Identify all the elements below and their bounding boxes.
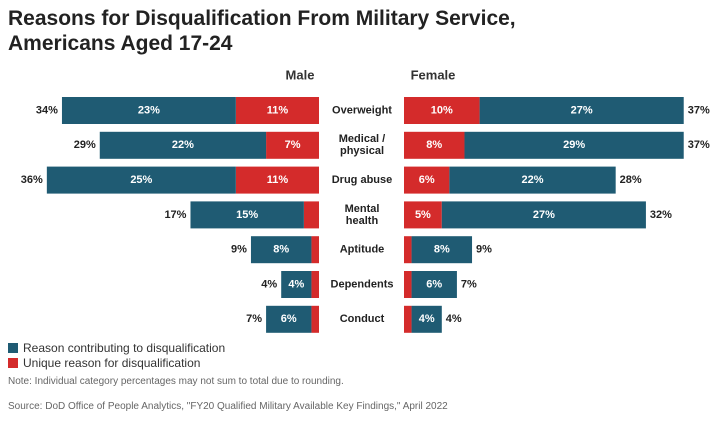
data-label-female-total: 28%	[620, 174, 642, 186]
data-label-male-total: 7%	[246, 313, 262, 325]
data-label-male-total: 29%	[74, 139, 96, 151]
category-label: Conduct	[340, 313, 385, 325]
category-label: Drug abuse	[332, 174, 393, 186]
data-label-female-contributing: 6%	[426, 278, 442, 290]
category-label: health	[346, 215, 379, 227]
bar-male-contributing	[281, 271, 312, 298]
bar-male-contributing	[190, 201, 304, 229]
bar-female-contributing	[411, 236, 473, 264]
data-label-female-contributing: 29%	[563, 139, 585, 151]
data-label-male-unique: 7%	[285, 139, 301, 151]
bar-female-unique	[404, 97, 480, 124]
data-label-female-total: 37%	[688, 104, 710, 116]
bar-male-unique	[311, 271, 319, 298]
data-label-female-unique: 6%	[419, 174, 435, 186]
data-label-male-contributing: 4%	[288, 278, 304, 290]
source: Source: DoD Office of People Analytics, …	[8, 401, 448, 412]
legend-item-contributing: Reason contributing to disqualification	[8, 341, 225, 355]
data-label-male-unique: 11%	[267, 174, 289, 186]
bar-male-contributing	[266, 305, 312, 333]
data-label-male-total: 34%	[36, 104, 58, 116]
category-label: Dependents	[331, 278, 394, 290]
data-label-male-contributing: 23%	[138, 104, 160, 116]
category-label: physical	[340, 145, 384, 157]
bar-male-unique	[311, 236, 319, 264]
data-label-female-unique: 5%	[415, 209, 431, 221]
bar-male-unique	[235, 97, 319, 124]
bar-female-unique	[404, 236, 412, 264]
legend-swatch-unique	[8, 358, 18, 368]
title-line-2: Americans Aged 17-24	[8, 32, 233, 55]
data-label-female-total: 32%	[650, 209, 672, 221]
data-label-female-contributing: 27%	[533, 209, 555, 221]
group-header-female: Female	[411, 67, 456, 82]
bar-female-contributing	[464, 131, 684, 159]
bar-female-contributing	[479, 97, 684, 124]
data-label-female-total: 37%	[688, 139, 710, 151]
bar-male-unique	[303, 201, 319, 229]
data-label-male-unique: 11%	[267, 104, 289, 116]
data-label-female-unique: 8%	[426, 139, 442, 151]
data-label-male-contributing: 8%	[273, 244, 289, 256]
bar-female-unique	[404, 271, 412, 298]
data-label-female-contributing: 27%	[571, 104, 593, 116]
bar-male-contributing	[250, 236, 312, 264]
data-label-male-total: 4%	[261, 278, 277, 290]
category-label: Mental	[345, 203, 380, 215]
data-label-female-contributing: 22%	[522, 174, 544, 186]
bar-female-unique	[404, 131, 465, 159]
category-label: Aptitude	[340, 244, 385, 256]
data-label-female-contributing: 4%	[419, 313, 435, 325]
bar-male-contributing	[99, 131, 267, 159]
legend-item-unique: Unique reason for disqualification	[8, 356, 200, 370]
data-label-female-contributing: 8%	[434, 244, 450, 256]
category-label: Overweight	[332, 104, 392, 116]
data-label-male-contributing: 25%	[130, 174, 152, 186]
bar-male-contributing	[46, 166, 236, 194]
data-label-male-total: 9%	[231, 244, 247, 256]
data-label-female-total: 4%	[446, 313, 462, 325]
legend-label: Reason contributing to disqualification	[23, 341, 226, 355]
bar-male-unique	[311, 305, 319, 333]
data-label-female-unique: 10%	[431, 104, 453, 116]
bar-male-unique	[235, 166, 319, 194]
bar-female-contributing	[449, 166, 616, 194]
legend-swatch-contributing	[8, 343, 18, 353]
chart-title: Reasons for Disqualification From Milita…	[8, 6, 516, 56]
bar-female-contributing	[411, 305, 442, 333]
bar-male-contributing	[61, 97, 236, 124]
category-label: Medical /	[339, 133, 385, 145]
bar-female-unique	[404, 305, 412, 333]
data-label-female-total: 9%	[476, 244, 492, 256]
bar-female-unique	[404, 201, 442, 229]
title-line-1: Reasons for Disqualification From Milita…	[8, 7, 516, 30]
data-label-male-total: 17%	[164, 209, 186, 221]
data-label-male-contributing: 15%	[236, 209, 258, 221]
legend-label: Unique reason for disqualification	[23, 356, 201, 370]
data-label-male-total: 36%	[21, 174, 43, 186]
bar-male-unique	[266, 131, 319, 159]
data-label-male-contributing: 22%	[172, 139, 194, 151]
bar-female-contributing	[441, 201, 646, 229]
data-label-male-contributing: 6%	[281, 313, 297, 325]
data-label-female-total: 7%	[461, 278, 477, 290]
bar-female-contributing	[411, 271, 457, 298]
group-header-male: Male	[286, 67, 315, 82]
note: Note: Individual category percentages ma…	[8, 376, 344, 387]
bar-female-unique	[404, 166, 450, 194]
